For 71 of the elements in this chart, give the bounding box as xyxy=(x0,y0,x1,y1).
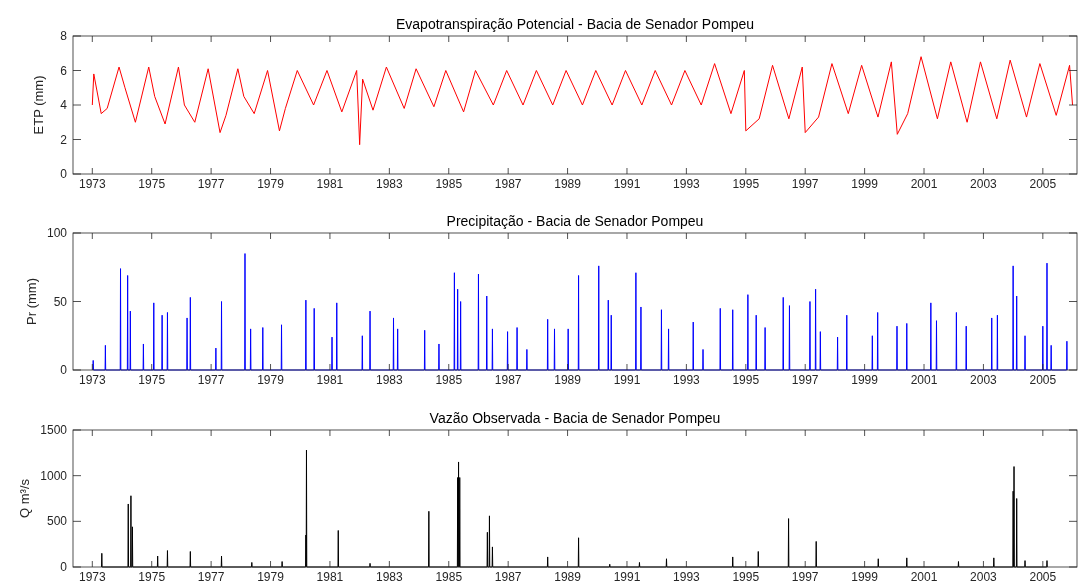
y-tick-label: 1500 xyxy=(40,423,68,437)
x-tick-label: 1999 xyxy=(851,570,879,584)
x-tick-label: 1987 xyxy=(494,177,522,191)
x-tick-label: 1985 xyxy=(435,570,463,584)
x-tick-label: 1981 xyxy=(316,373,344,387)
x-tick-label: 1977 xyxy=(197,373,225,387)
chart-title: Precipitação - Bacia de Senador Pompeu xyxy=(446,213,704,229)
y-tick-label: 500 xyxy=(46,514,68,529)
x-tick-label: 1979 xyxy=(257,177,285,191)
x-tick-label: 1985 xyxy=(435,373,463,387)
y-tick-label: 2 xyxy=(60,132,68,147)
x-tick-label: 2001 xyxy=(910,177,938,191)
x-tick-label: 1981 xyxy=(316,570,344,584)
x-tick-label: 1977 xyxy=(197,570,225,584)
x-tick-label: 1987 xyxy=(494,570,522,584)
x-tick-label: 1979 xyxy=(257,570,285,584)
x-tick-label: 1997 xyxy=(791,177,819,191)
x-tick-label: 1983 xyxy=(376,570,404,584)
y-tick-label: 6 xyxy=(60,63,68,78)
x-tick-label: 1975 xyxy=(138,177,166,191)
y-tick-label: 4 xyxy=(60,98,68,112)
line-series xyxy=(92,253,1068,371)
chart-title: Vazão Observada - Bacia de Senador Pompeu xyxy=(429,410,721,426)
x-tick-label: 1993 xyxy=(673,373,701,387)
x-tick-label: 2005 xyxy=(1029,177,1057,191)
x-tick-label: 1995 xyxy=(732,373,760,387)
x-tick-label: 1973 xyxy=(78,373,106,387)
y-axis-title: ETP (mm) xyxy=(31,75,46,135)
y-tick-label: 1000 xyxy=(40,468,68,483)
x-tick-label: 2003 xyxy=(970,570,998,584)
line-series xyxy=(91,56,1074,146)
x-tick-label: 1975 xyxy=(138,570,166,584)
y-tick-label: 0 xyxy=(60,560,68,574)
y-tick-label: 100 xyxy=(46,226,68,240)
x-tick-label: 1989 xyxy=(554,570,582,584)
y-axis-title: Pr (mm) xyxy=(24,278,39,325)
y-tick-label: 0 xyxy=(60,363,68,377)
x-tick-label: 1999 xyxy=(851,177,879,191)
x-tick-label: 2003 xyxy=(970,373,998,387)
x-tick-label: 1989 xyxy=(554,373,582,387)
x-tick-label: 1993 xyxy=(673,177,701,191)
x-tick-label: 1975 xyxy=(138,373,166,387)
x-tick-label: 1987 xyxy=(494,373,522,387)
x-tick-label: 1979 xyxy=(257,373,285,387)
x-tick-label: 1983 xyxy=(376,373,404,387)
x-tick-label: 1995 xyxy=(732,570,760,584)
chart-title: Evapotranspiração Potencial - Bacia de Senador Pompeu xyxy=(396,16,754,32)
x-tick-label: 1973 xyxy=(78,570,106,584)
x-tick-label: 1997 xyxy=(791,373,819,387)
x-tick-label: 2003 xyxy=(970,177,998,191)
x-tick-label: 1999 xyxy=(851,373,879,387)
y-axis-title: Q m³/s xyxy=(17,478,32,518)
x-tick-label: 1981 xyxy=(316,177,344,191)
x-tick-label: 1983 xyxy=(376,177,404,191)
y-tick-label: 0 xyxy=(60,167,68,181)
x-tick-label: 2005 xyxy=(1029,373,1057,387)
x-tick-label: 1997 xyxy=(791,570,819,584)
y-tick-label: 8 xyxy=(60,29,68,43)
x-tick-label: 1995 xyxy=(732,177,760,191)
x-tick-label: 1993 xyxy=(673,570,701,584)
y-tick-label: 50 xyxy=(53,294,68,309)
x-tick-label: 1991 xyxy=(613,570,641,584)
x-tick-label: 1989 xyxy=(554,177,582,191)
x-tick-label: 2005 xyxy=(1029,570,1057,584)
x-tick-label: 1977 xyxy=(197,177,225,191)
x-tick-label: 1991 xyxy=(613,177,641,191)
x-tick-label: 1973 xyxy=(78,177,106,191)
x-tick-label: 1985 xyxy=(435,177,463,191)
x-tick-label: 2001 xyxy=(910,373,938,387)
x-tick-label: 2001 xyxy=(910,570,938,584)
x-tick-label: 1991 xyxy=(613,373,641,387)
